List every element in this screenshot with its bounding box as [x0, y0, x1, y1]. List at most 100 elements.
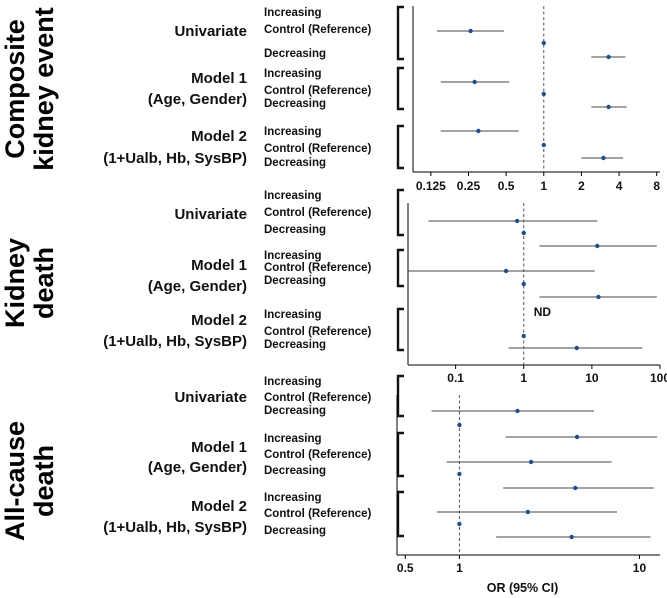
or-point	[472, 79, 477, 85]
or-point	[476, 128, 481, 134]
group-bracket	[396, 374, 404, 418]
row-label: Increasing	[264, 492, 322, 504]
row-label: Decreasing	[264, 465, 326, 477]
x-tick-label: 0.125	[416, 179, 446, 193]
group-bracket	[396, 431, 404, 478]
row-label: Control (Reference)	[264, 143, 372, 155]
row-label: Control (Reference)	[264, 508, 372, 520]
section-title-line1: Composite	[0, 19, 30, 159]
row-label: Control (Reference)	[264, 85, 372, 97]
row-label: Control (Reference)	[264, 24, 372, 36]
group-bracket	[396, 124, 404, 170]
model-name: Univariate	[174, 23, 247, 40]
row-label: Control (Reference)	[264, 262, 372, 274]
or-point	[606, 104, 611, 110]
section-title-line1: Kidney	[0, 238, 30, 328]
x-axis-title: OR (95% CI)	[487, 581, 559, 595]
section-title-0: Composite kidney event	[0, 7, 59, 171]
or-point	[503, 268, 509, 274]
x-tick-label: 0.5	[498, 179, 515, 193]
or-point	[596, 294, 601, 300]
row-label: Decreasing	[264, 339, 326, 351]
model-subname: (Age, Gender)	[148, 459, 247, 476]
model-name: Model 2	[191, 128, 247, 145]
x-tick-label: 8	[653, 179, 660, 193]
model-subname: (Age, Gender)	[148, 278, 247, 295]
x-tick-label: 0.1	[447, 371, 464, 385]
row-label: Increasing	[264, 68, 322, 80]
row-label: Increasing	[264, 126, 322, 138]
row-label: Increasing	[264, 376, 322, 388]
x-tick-label: 0.5	[397, 561, 414, 575]
or-point	[574, 434, 580, 440]
x-tick-label: 100	[650, 371, 667, 385]
row-label: Increasing	[264, 7, 322, 19]
section-title-line2: death	[29, 445, 59, 517]
model-subname: (1+Ualb, Hb, SysBP)	[103, 519, 247, 536]
section-title-line1: All-cause	[0, 421, 30, 541]
panel-0: 0.125 0.25 0.5 1 2 4 8	[412, 6, 660, 193]
or-point	[574, 345, 579, 351]
model-name: Model 1	[191, 70, 247, 87]
or-point	[528, 459, 534, 465]
model-name: Model 2	[191, 312, 247, 329]
or-point	[569, 534, 574, 540]
model-name: Univariate	[174, 206, 247, 223]
panel-1: 0.1 1 10 100 ND	[407, 203, 667, 385]
or-point	[521, 333, 526, 339]
row-label: Increasing	[264, 250, 322, 262]
row-label: Increasing	[264, 433, 322, 445]
row-label: Decreasing	[264, 525, 326, 537]
row-label: Decreasing	[264, 224, 326, 236]
row-label: Decreasing	[264, 157, 326, 169]
model-name: Model 2	[191, 498, 247, 515]
or-point	[514, 218, 520, 224]
row-label: Control (Reference)	[264, 392, 372, 404]
row-label: Decreasing	[264, 98, 326, 110]
section-title-line2: death	[29, 247, 59, 319]
model-subname: (1+Ualb, Hb, SysBP)	[103, 333, 247, 350]
x-tick-label: 1	[520, 371, 527, 385]
or-point	[573, 485, 578, 491]
or-point	[457, 521, 462, 527]
row-label: Control (Reference)	[264, 449, 372, 461]
or-point	[521, 281, 526, 287]
model-subname: (1+Ualb, Hb, SysBP)	[103, 150, 247, 167]
group-bracket	[396, 490, 404, 538]
or-point	[595, 243, 600, 249]
panel-2: 0.5 1 10 OR (95% CI)	[396, 395, 660, 595]
group-bracket	[396, 248, 404, 288]
x-tick-label: 1	[540, 179, 547, 193]
or-point	[541, 91, 546, 97]
or-point	[606, 54, 611, 60]
model-name: Model 1	[191, 439, 247, 456]
group-bracket	[396, 5, 404, 61]
x-tick-label: 2	[578, 179, 585, 193]
group-bracket	[396, 66, 404, 111]
model-subname: (Age, Gender)	[148, 91, 247, 108]
x-tick-label: 0.25	[457, 179, 481, 193]
row-label: Control (Reference)	[264, 207, 372, 219]
x-tick-label: 1	[456, 561, 463, 575]
row-label: Increasing	[264, 309, 322, 321]
row-label: Increasing	[264, 190, 322, 202]
row-label: Decreasing	[264, 48, 326, 60]
row-label: Control (Reference)	[264, 326, 372, 338]
or-point	[468, 28, 473, 34]
model-name: Model 1	[191, 257, 247, 274]
row-label: Decreasing	[264, 405, 326, 417]
section-title-1: Kidney death	[0, 238, 59, 328]
x-tick-label: 10	[585, 371, 599, 385]
forest-panels: 0.125 0.25 0.5 1 2 4 8 0.1 1 10 100 ND 0.5 1 10 OR (95%…	[396, 6, 667, 595]
x-tick-label: 10	[633, 561, 647, 575]
not-determined-label: ND	[534, 305, 552, 319]
or-point	[525, 509, 531, 515]
or-point	[457, 471, 462, 477]
section-title-line2: kidney event	[29, 7, 59, 171]
or-point	[541, 40, 546, 46]
group-bracket	[396, 188, 404, 237]
model-name: Univariate	[174, 389, 247, 406]
